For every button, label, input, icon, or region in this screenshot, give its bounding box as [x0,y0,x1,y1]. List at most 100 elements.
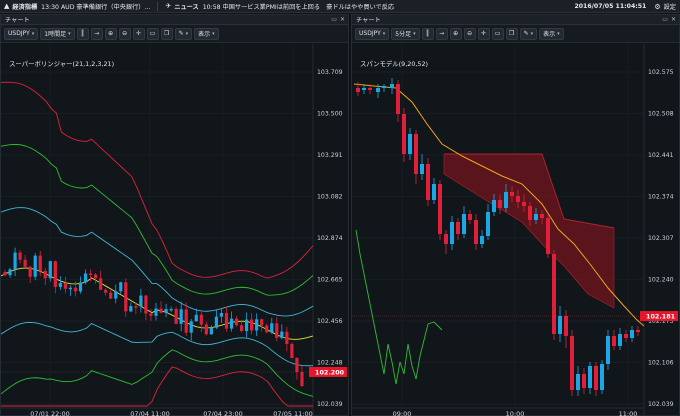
candle [504,192,508,208]
candle [48,261,52,279]
y-tick-label: 103.709 [317,69,343,76]
candle [255,319,259,331]
left-chart-panel: チャート ▭ ✕ USDJPY 1時間足 ║ → ⊕ ⊖ ✛ ▭ ❐ ✎ 表示 … [0,14,349,416]
news-segment[interactable]: ✈ ニュース 10:58 中国サービス業PMIは前回を上回る 豪ドルはやや買いで… [161,0,398,13]
price-badge-label: 102.200 [315,368,345,376]
candle [600,364,604,390]
right-chart[interactable]: 102.575 102.508 102.441 102.374 102.307 102.2… [352,44,679,416]
x-tick-label: 09:00 [393,410,412,416]
candle [285,331,289,344]
candle [540,214,544,218]
trendline-icon[interactable]: → [90,27,103,40]
copy-icon[interactable]: ❐ [505,27,518,40]
pen-icon[interactable]: ✎ [174,27,193,40]
candle [570,336,574,390]
left-symbol-select[interactable]: USDJPY [4,27,39,40]
candle [444,234,448,244]
window-icon[interactable]: ▭ [491,27,504,40]
candle [462,214,466,234]
candle [169,308,173,311]
price-badge [640,311,678,322]
candle [588,366,592,388]
candle [516,196,520,202]
trendline-icon[interactable]: → [435,27,448,40]
candle [159,308,163,313]
left-display-select[interactable]: 表示 [194,27,219,40]
crosshair-icon[interactable]: ✛ [132,27,145,40]
candle [576,374,580,390]
candle [280,331,284,338]
chikou-line [355,229,443,385]
x-tick-label: 07/04 11:00 [130,410,170,416]
copy-icon[interactable]: ❐ [160,27,173,40]
candle [109,292,113,299]
right-timeframe-select[interactable]: 5分足 [391,27,420,40]
candle [368,88,372,90]
candle [528,206,532,220]
candle [234,318,239,326]
candle [382,86,386,88]
candle [390,84,394,88]
candle [68,287,73,290]
candle [450,222,454,244]
calendar-segment[interactable]: ▲ 経済指標 13:30 AUD 豪準備銀行（中央銀行）... [0,0,154,13]
right-symbol-select[interactable]: USDJPY [355,27,390,40]
candle-icon[interactable]: ║ [421,27,434,40]
settings-button[interactable]: ⚙ 設定 [650,0,680,13]
candle [28,266,32,277]
candle [480,236,484,244]
x-tick-label: 07/04 23:00 [203,410,243,416]
zoom-out-icon[interactable]: ⊖ [463,27,476,40]
candle [239,325,244,332]
price-badge [309,366,347,377]
candle [63,283,67,289]
zoom-out-icon[interactable]: ⊖ [118,27,131,40]
candle [73,287,78,292]
left-timeframe-select[interactable]: 1時間足 [40,27,75,40]
close-icon[interactable]: ✕ [670,16,676,23]
y-tick-label: 102.874 [317,235,343,242]
candle [558,316,562,334]
candle [636,330,640,332]
candle [83,273,88,283]
span-cloud [443,153,615,309]
divider [157,1,159,11]
close-icon[interactable]: ✕ [339,16,345,23]
zoom-in-icon[interactable]: ⊕ [449,27,462,40]
candle [606,336,610,364]
candle [229,318,234,329]
y-tick-label: 103.082 [317,194,343,201]
bollinger-band [1,207,314,317]
candle [13,252,17,270]
crosshair-icon[interactable]: ✛ [477,27,490,40]
y-tick-label: 102.441 [648,152,674,159]
right-panel-title: チャート ▭ ✕ [352,15,679,25]
candle [376,88,380,92]
candle [492,200,496,212]
minimize-icon[interactable]: ▭ [331,16,337,23]
candle [402,114,406,154]
candle [33,255,37,277]
right-panel-title-text: チャート [356,17,381,24]
gear-icon: ⚙ [654,2,661,11]
minimize-icon[interactable]: ▭ [662,16,668,23]
pen-icon[interactable]: ✎ [519,27,538,40]
candle [408,134,412,154]
window-icon[interactable]: ▭ [146,27,159,40]
right-display-select[interactable]: 表示 [539,27,564,40]
left-chart[interactable]: 103.709 103.500 103.291 103.082 102.874 102.6… [1,44,348,416]
candle [426,164,430,200]
price-badge-label: 102.181 [646,313,675,321]
left-panel-title: チャート ▭ ✕ [1,15,348,25]
x-tick-label: 07/05 11:00 [273,410,313,416]
candle [219,312,224,317]
candle [189,321,193,333]
candle [124,282,128,312]
zoom-in-icon[interactable]: ⊕ [104,27,117,40]
top-bar: ▲ 経済指標 13:30 AUD 豪準備銀行（中央銀行）... ✈ ニュース 1… [0,0,680,13]
candle [260,319,264,326]
candle-icon[interactable]: ║ [76,27,89,40]
x-tick-label: 11:00 [619,410,638,416]
x-tick-label: 07/01 22:00 [30,410,70,416]
candle [144,295,148,314]
